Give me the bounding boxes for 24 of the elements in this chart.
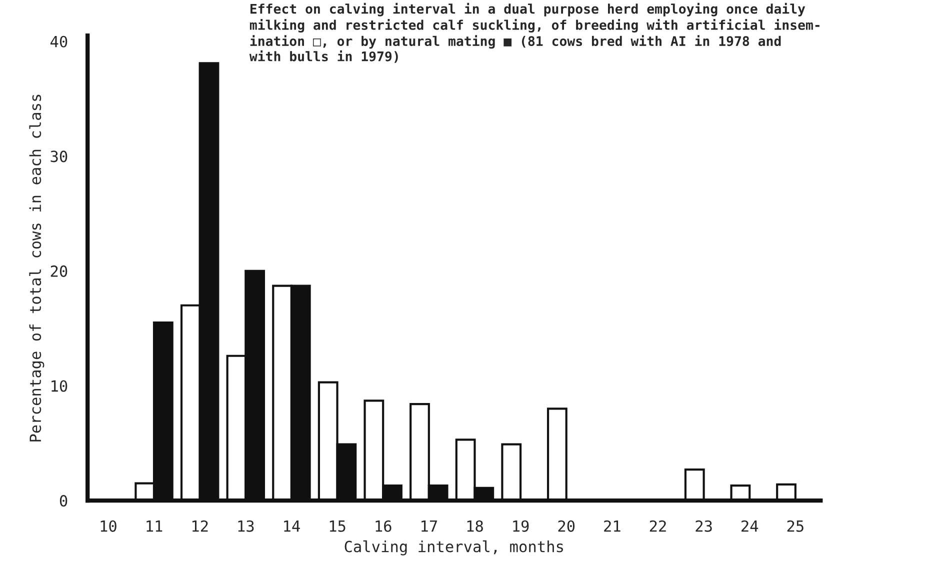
x-tick-label: 23 — [696, 520, 712, 532]
x-tick-label: 19 — [513, 520, 529, 532]
x-tick-label: 22 — [650, 520, 666, 532]
x-tick-label: 17 — [422, 520, 437, 532]
y-tick-label: 30 — [50, 150, 68, 162]
x-tick-label: 13 — [238, 520, 254, 532]
x-tick-label: 24 — [742, 520, 758, 532]
x-axis-title: Calving interval, months — [344, 540, 563, 556]
x-tick-label: 20 — [558, 520, 575, 532]
y-axis-title: Percentage of total cows in each class — [29, 94, 44, 442]
y-tick-label: 20 — [50, 265, 68, 277]
x-tick-label: 10 — [100, 520, 116, 532]
x-tick-label: 21 — [604, 520, 620, 532]
x-tick-label: 25 — [787, 520, 804, 532]
y-tick-label: 40 — [50, 36, 68, 48]
x-tick-label: 11 — [146, 520, 162, 532]
y-tick-label: 0 — [60, 495, 68, 507]
x-tick-label: 14 — [284, 520, 300, 532]
x-tick-label: 12 — [192, 520, 208, 532]
x-tick-label: 16 — [376, 520, 392, 532]
x-tick-label: 18 — [467, 520, 483, 532]
x-tick-label: 15 — [330, 520, 346, 532]
y-tick-label: 10 — [52, 380, 68, 392]
chart-title: Effect on calving interval in a dual purpose herd employing once daily milking and restricted calf suckling, of breeding with artificial insem- ination □, or by natural mating ■ (81 cows bred with AI in 1978 and with bulls in 1979) — [249, 2, 820, 63]
